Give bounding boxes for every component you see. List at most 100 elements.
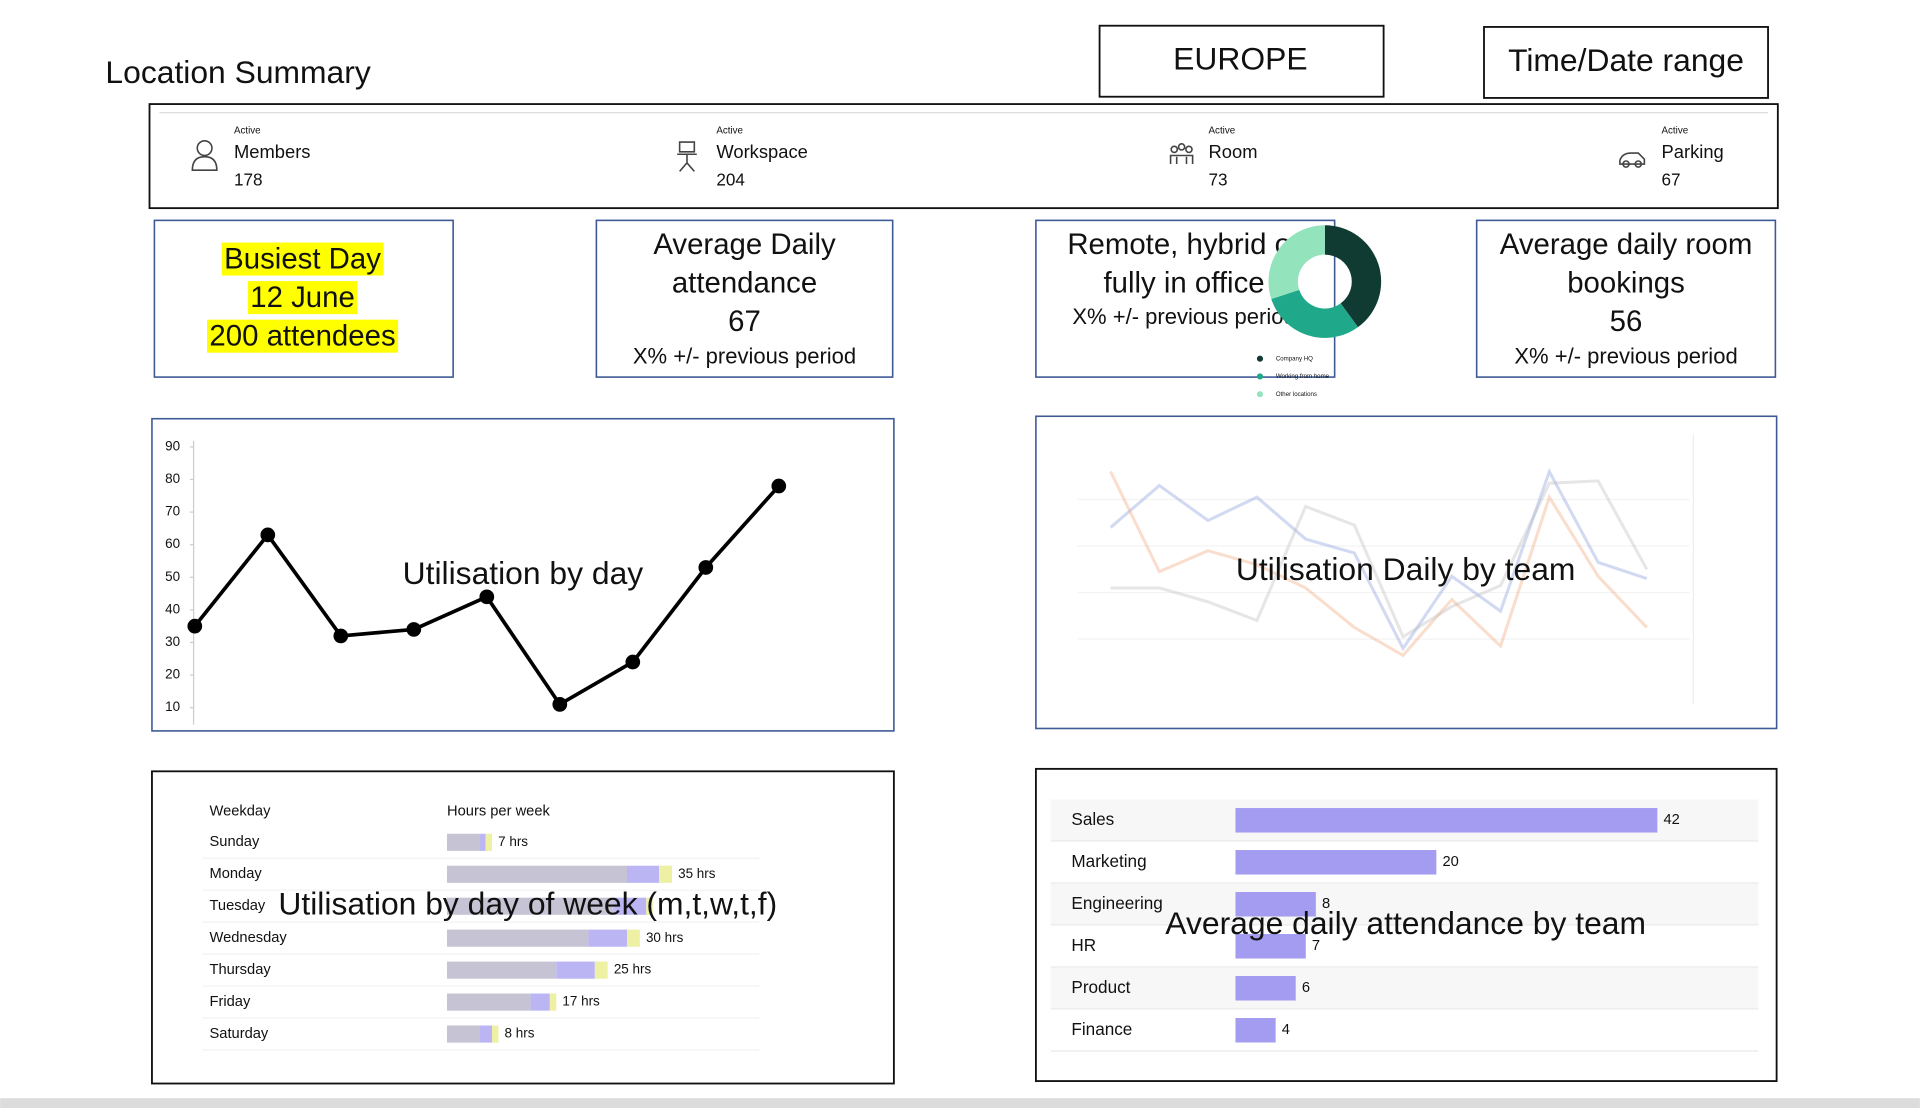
line-series <box>1110 479 1649 639</box>
bar-segment <box>549 993 557 1011</box>
line-series <box>1109 470 1648 658</box>
room-bookings-card <box>1475 219 1777 378</box>
stat-label: Room <box>1209 141 1258 162</box>
date-range-button[interactable] <box>1483 26 1769 99</box>
value-label: 35 hrs <box>678 866 716 881</box>
stats-bar <box>148 103 1779 210</box>
room-icon <box>1169 143 1194 165</box>
row-label: Sunday <box>209 834 259 850</box>
legend-label: Company HQ <box>1276 355 1313 362</box>
charts: Company HQ Working from home Other locatio… <box>165 225 1759 1052</box>
date-range-label[interactable]: Time/Date range <box>1508 42 1744 78</box>
bar <box>1235 808 1658 833</box>
point <box>625 654 641 670</box>
card-change: X% +/- previous period <box>633 343 856 368</box>
card-change: X% +/- previous period <box>1072 304 1295 329</box>
card-title: fully in office <box>1103 266 1264 299</box>
value-label: 8 <box>1322 896 1330 912</box>
value-label: 6 <box>1302 980 1310 996</box>
legend-label: Other locations <box>1276 391 1317 398</box>
row-label: Marketing <box>1071 851 1146 871</box>
highlight <box>206 319 399 353</box>
attendance-card <box>595 219 894 378</box>
y-tick-label: 20 <box>165 667 180 682</box>
bar <box>1235 1018 1276 1043</box>
region-button[interactable] <box>1098 24 1385 98</box>
y-tick-label: 30 <box>165 634 180 649</box>
y-tick-label: 70 <box>165 504 180 519</box>
chart-title: Utilisation by day <box>403 555 644 591</box>
value-label: 7 <box>1312 938 1320 954</box>
bar-segment <box>594 961 608 979</box>
team-line-panel <box>1035 415 1778 730</box>
y-tick-label: 80 <box>165 471 180 486</box>
line-series <box>1109 467 1648 652</box>
row-band <box>1050 1009 1759 1052</box>
card-title: Average daily room <box>1500 228 1753 261</box>
row-label: Monday <box>209 866 262 882</box>
bar-segment <box>479 1025 493 1043</box>
row-label: Finance <box>1071 1019 1132 1039</box>
bar-segment <box>659 865 672 883</box>
bar-segment <box>447 961 557 979</box>
bar-segment <box>447 833 480 851</box>
y-tick-label: 10 <box>165 699 180 714</box>
weekday-panel <box>151 770 895 1085</box>
chart-title: Utilisation Daily by team <box>1236 551 1576 587</box>
stat-label: Workspace <box>716 141 808 162</box>
bar-segment <box>614 897 647 915</box>
value-label: 25 hrs <box>614 962 652 977</box>
value-label: 20 <box>1442 854 1458 870</box>
bar-segment <box>485 833 493 851</box>
value-label: 42 <box>1663 812 1679 828</box>
card-value: 56 <box>1610 305 1643 338</box>
page-title: Location Summary <box>105 54 370 90</box>
bar-segment <box>646 897 653 915</box>
highlight <box>221 242 384 276</box>
card-title: Remote, hybrid or <box>1067 228 1301 261</box>
row-label: Product <box>1071 977 1130 997</box>
y-tick-label: 40 <box>165 601 180 616</box>
value-label: 8 hrs <box>505 1026 535 1041</box>
row-label: HR <box>1071 935 1096 955</box>
legend-label: Working from home <box>1276 373 1330 380</box>
point <box>698 560 714 575</box>
column-header: Hours per week <box>447 804 551 820</box>
y-tick-label: 50 <box>165 569 180 584</box>
pie-slice <box>1324 225 1382 328</box>
chart-title: Utilisation by day of week (m,t,w,t,f) <box>278 885 777 921</box>
value-label: 7 hrs <box>498 834 528 849</box>
stat-value: 73 <box>1209 170 1228 190</box>
row-label: Engineering <box>1071 893 1162 913</box>
bar-segment <box>588 929 627 947</box>
region-label[interactable]: EUROPE <box>1173 41 1307 77</box>
stat-value: 204 <box>716 170 745 190</box>
pie-slice <box>1271 289 1358 338</box>
row-label: Sales <box>1071 809 1114 829</box>
stat-caption: Active <box>1662 126 1689 137</box>
legend-swatch <box>1256 391 1264 398</box>
card-change: X% +/- previous period <box>1514 343 1737 368</box>
bar <box>1235 850 1437 875</box>
column-header: Weekday <box>209 804 271 820</box>
highlight-text: Busiest Day <box>224 243 381 276</box>
bar-segment <box>530 993 550 1011</box>
value-label: 4 <box>1282 1022 1290 1038</box>
stat-caption: Active <box>1209 126 1236 137</box>
bar-segment <box>447 993 531 1011</box>
bar-segment <box>626 929 640 947</box>
row-band <box>1050 883 1759 926</box>
row-band <box>1050 925 1759 968</box>
bar-segment <box>626 865 660 883</box>
point <box>552 697 568 712</box>
row-label: Thursday <box>209 962 271 978</box>
stat-caption: Active <box>716 126 743 137</box>
point <box>333 628 349 644</box>
point <box>406 622 422 637</box>
legend-swatch <box>1256 355 1264 362</box>
value-label: 17 hrs <box>562 994 600 1009</box>
bar-segment <box>447 1025 480 1043</box>
bar <box>1235 934 1306 959</box>
row-label: Friday <box>209 994 250 1010</box>
